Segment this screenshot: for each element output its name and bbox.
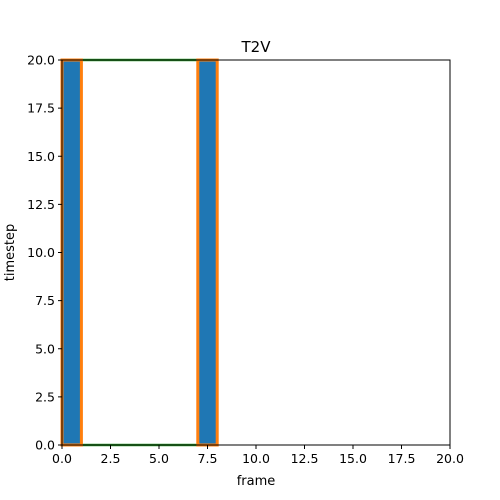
x-tick-label: 10.0	[242, 451, 270, 466]
x-tick-label: 7.5	[198, 451, 218, 466]
y-tick-label: 12.5	[27, 197, 55, 212]
x-tick-label: 15.0	[339, 451, 367, 466]
y-axis-label: timestep	[3, 224, 18, 282]
chart-title: T2V	[241, 38, 272, 56]
y-tick-label: 5.0	[35, 341, 55, 356]
plot-content	[60, 58, 219, 447]
x-tick-label: 12.5	[291, 451, 319, 466]
y-tick-label: 17.5	[27, 101, 55, 116]
y-tick-label: 20.0	[27, 53, 55, 68]
x-axis-label: frame	[237, 474, 276, 489]
axis-ticks: 0.0 2.5 5.0 7.5 10.0 12.5 15.0 17.5 20.0 0.0 2.5 5.…	[27, 53, 464, 467]
bar-0	[62, 60, 82, 445]
y-tick-label: 7.5	[35, 293, 55, 308]
y-tick-label: 10.0	[27, 245, 55, 260]
x-tick-label: 2.5	[101, 451, 121, 466]
x-tick-label: 0.0	[52, 451, 72, 466]
x-tick-label: 5.0	[149, 451, 169, 466]
x-tick-label: 20.0	[436, 451, 464, 466]
y-tick-label: 15.0	[27, 149, 55, 164]
plot-frame	[61, 59, 451, 446]
y-tick-label: 2.5	[35, 389, 55, 404]
x-tick-label: 17.5	[388, 451, 416, 466]
y-tick-label: 0.0	[35, 438, 55, 453]
bar-1	[197, 60, 218, 445]
